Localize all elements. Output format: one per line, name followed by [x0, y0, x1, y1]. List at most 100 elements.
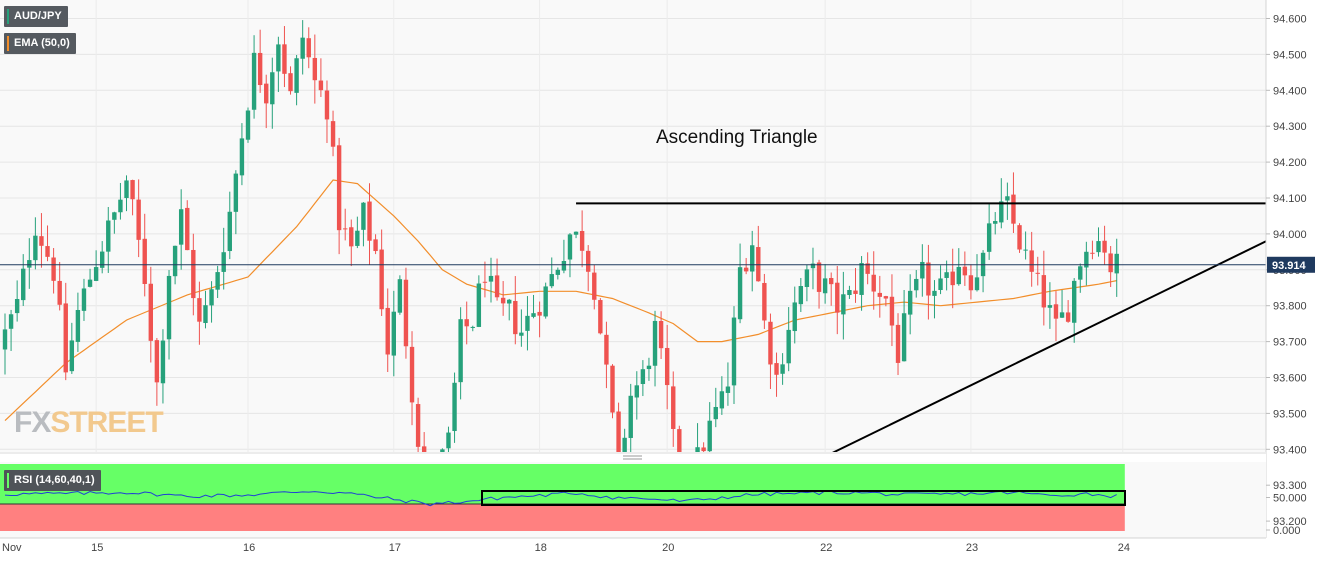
candle-up	[361, 202, 366, 247]
candle-up	[1114, 238, 1119, 297]
candle-down	[871, 251, 876, 310]
candle-up	[634, 371, 639, 420]
candle-down	[877, 275, 882, 318]
candle-up	[27, 238, 32, 289]
candle-up	[907, 274, 913, 335]
candle-down	[148, 266, 153, 363]
price-tick-label: 94.400	[1273, 85, 1307, 97]
candle-up	[822, 264, 828, 304]
candle-up	[750, 230, 755, 292]
price-tick-label: 93.300	[1273, 480, 1307, 492]
candle-up	[14, 280, 20, 322]
candle-up	[810, 247, 816, 290]
candle-up	[1047, 282, 1053, 329]
watermark-street: STREET	[50, 406, 163, 439]
candle-up	[713, 387, 718, 428]
time-tick-label: Nov	[2, 542, 22, 554]
main-pane-bg	[0, 0, 1266, 452]
symbol-label: AUD/JPY	[14, 10, 62, 22]
candle-down	[57, 262, 62, 311]
candle-down	[257, 29, 263, 93]
candle-up	[555, 267, 561, 280]
ema-layer	[4, 179, 1117, 422]
candle-down	[1090, 240, 1095, 260]
candle-down	[829, 272, 834, 306]
rsi-oversold-zone	[0, 504, 1125, 531]
price-tag-label: 93.914	[1272, 260, 1307, 272]
candle-up	[21, 254, 26, 306]
watermark-fx: FX	[14, 406, 51, 439]
candle-up	[221, 227, 226, 290]
pane-resize-handle[interactable]	[623, 455, 642, 460]
candle-down	[1035, 256, 1040, 286]
ema-line	[4, 179, 1117, 422]
candle-up	[993, 212, 998, 235]
candle-up	[476, 275, 482, 328]
rsi-line	[4, 490, 1117, 507]
candle-up	[543, 282, 548, 319]
candle-down	[1065, 300, 1071, 323]
candle-up	[251, 35, 257, 119]
candle-down	[306, 27, 311, 69]
candle-down	[312, 34, 318, 104]
candle-down	[592, 264, 597, 310]
candle-down	[373, 234, 378, 255]
rsi-highlight-box	[481, 490, 1126, 506]
candle-up	[2, 313, 8, 375]
candle-up	[118, 182, 123, 220]
candle-up	[81, 278, 87, 321]
candle-up	[112, 211, 117, 234]
price-tick-label: 94.500	[1273, 49, 1307, 61]
candle-down	[136, 179, 141, 258]
candle-down	[598, 298, 603, 335]
rsi-swatch	[7, 473, 9, 488]
candle-up	[458, 307, 463, 400]
candle-up	[452, 372, 457, 443]
candle-down	[865, 252, 870, 285]
candle-down	[349, 219, 354, 267]
symbol-swatch	[7, 9, 9, 24]
rsi-tick-label: 0.000	[1273, 525, 1301, 537]
candle-down	[336, 137, 342, 255]
candle-down	[895, 313, 901, 376]
candle-up	[567, 233, 573, 278]
candle-down	[1017, 223, 1022, 253]
rsi-overbought-zone	[0, 464, 1125, 504]
candle-down	[1053, 291, 1059, 342]
symbol-legend[interactable]: AUD/JPY	[4, 6, 68, 27]
candle-up	[1005, 182, 1010, 220]
candle-up	[93, 250, 99, 282]
candle-up	[847, 285, 852, 299]
candle-up	[1078, 263, 1083, 293]
candle-up	[355, 216, 360, 249]
candle-up	[932, 280, 937, 319]
candle-down	[816, 259, 822, 309]
candle-up	[233, 170, 239, 235]
candle-up	[986, 203, 992, 260]
candle-up	[731, 306, 737, 405]
candle-down	[63, 282, 68, 381]
time-tick-label: 24	[1118, 542, 1130, 554]
candle-down	[130, 179, 135, 216]
time-axis: Nov 15 16 17 18 20 22 23 24	[2, 542, 1130, 554]
candle-down	[330, 110, 336, 157]
price-tick-label: 93.500	[1273, 408, 1307, 420]
rsi-label: RSI (14,60,40,1)	[14, 474, 95, 486]
candle-up	[215, 265, 220, 298]
time-tick-label: 23	[966, 542, 978, 554]
candle-up	[203, 290, 208, 329]
candle-up	[87, 268, 93, 288]
rsi-legend[interactable]: RSI (14,60,40,1)	[4, 470, 101, 491]
ema-legend[interactable]: EMA (50,0)	[4, 33, 76, 54]
candle-down	[367, 183, 372, 265]
candle-up	[239, 123, 245, 186]
time-tick-label: 15	[91, 542, 103, 554]
candle-up	[1096, 227, 1101, 257]
price-tick-label: 94.600	[1273, 14, 1307, 26]
candle-up	[786, 307, 791, 372]
candle-up	[245, 107, 251, 143]
candle-up	[69, 322, 75, 374]
candle-up	[1072, 278, 1077, 343]
candle-up	[124, 175, 129, 212]
candle-up	[719, 376, 725, 415]
